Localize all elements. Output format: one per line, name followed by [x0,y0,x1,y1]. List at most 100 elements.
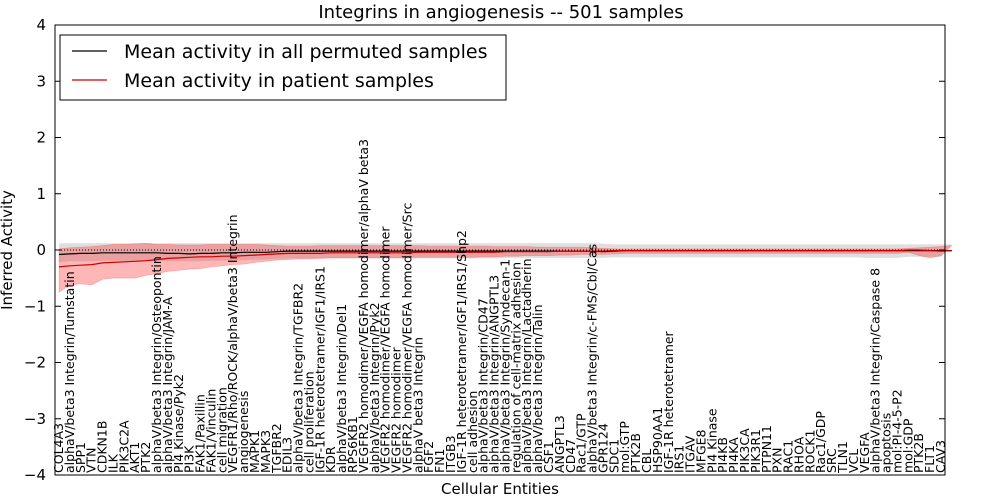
entity-label: alphaV/beta3 Integrin/Tumstatin [62,271,77,473]
entity-label: EDIL3 [280,437,295,473]
entity-label: CD47 [563,439,578,473]
entity-label: alphaV/beta3 Integrin/Osteopontin [149,256,164,473]
y-axis-label: Inferred Activity [0,190,16,310]
entity-label: alphaV beta3 Integrin [410,337,425,473]
legend-label-patient: Mean activity in patient samples [124,70,434,92]
entity-label: MAPK3 [258,430,273,473]
entity-label: mol:GDP [900,418,915,473]
entity-label: PI4KA [726,437,741,473]
legend-label-permuted: Mean activity in all permuted samples [124,41,487,63]
entity-label: VEGFR2 homodimer/VEGFA homodimer [378,226,393,473]
entity-label: VEGFR2 homodimer/VEGFA homodimer/alphaV … [356,139,371,473]
entity-label: PIK3C2A [116,420,131,473]
entity-label: PI4 Kinase/Pyk2 [171,374,186,473]
chart-title: Integrins in angiogenesis -- 501 samples [318,2,683,23]
y-tick-label: 0 [36,241,46,259]
entity-label: IGF-1R heterotetramer [661,330,676,473]
entity-label: PXN [770,448,785,473]
entity-label: RHOA [791,436,806,473]
entity-label: CAV3 [933,440,948,473]
series-line-layer [58,249,952,268]
entity-label: Rac1/GTP [574,413,589,473]
entity-label: PI3K [182,445,197,473]
entity-label: ILK [105,453,120,473]
entity-label: SDC1 [606,439,621,473]
entity-label: PIK3R1 [748,429,763,473]
entity-label: PTK2B [628,433,643,473]
entity-label: alphaV/beta3 Integrin/CD47 [476,298,491,473]
entity-label: alphaV/beta3 Integrin/Talin [530,305,545,474]
y-tick-label: 3 [36,72,46,90]
entity-label: TGFBR2 [269,423,284,474]
entity-label: FAK1/Vinculin [203,389,218,473]
entity-label: PI4 Kinase [704,408,719,473]
entity-label: IGF-1R heterotetramer/IGF1/IRS1/Shp2 [454,230,469,473]
entity-label: regulation of cell-matrix adhesion [508,262,523,473]
entity-label: alphaV/beta3 Integrin/Lactadherin [519,258,534,473]
entity-label: RPS6KB1 [345,416,360,473]
y-tick-label: 4 [36,16,46,34]
entity-label: cell proliferation [301,371,316,473]
patient-mean-line [58,249,952,268]
y-tick-label: −1 [24,297,46,315]
legend-box [59,34,507,101]
entity-label: CBL [639,449,654,473]
entity-label: mol:GTP [617,421,632,473]
entity-label: IGF-1R heterotetramer/IGF1/IRS1 [312,266,327,473]
entity-label: VEGFR2 homodimer/VEGFA homodimer/Src [399,203,414,473]
entity-label: CDKN1B [95,421,110,473]
y-tick-label: 1 [36,185,46,203]
entity-label: AKT1 [127,442,142,473]
y-tick-label: 2 [36,129,46,147]
entity-label: alphaV/beta3 Integrin/Del1 [334,304,349,473]
entity-label: ROCK1 [802,430,817,473]
entity-label: alphaV/beta3 Integrin/JAM-A [160,297,175,473]
entity-label: Rac1/GDP [813,411,828,473]
entity-label: alphaV/beta3 Integrin/c-FMS/Cbl/Cas [585,244,600,473]
entity-label: ITGB3 [443,435,458,473]
entity-label: SPP1 [73,442,88,473]
entity-label: ITGAV [683,435,698,473]
permuted-range-band [59,243,952,263]
entity-label: PTPN11 [759,425,774,473]
entity-label: angiogenesis [236,391,251,473]
y-tick-label: −2 [24,354,46,372]
entity-label: HSP90AA1 [650,407,665,473]
entity-label: VCL [846,449,861,473]
permuted-band-layer [59,243,952,263]
entity-label: MAPK1 [247,430,262,473]
entity-label: PTK2B [911,433,926,473]
entity-label: cell adhesion [465,391,480,473]
x-axis-label: Cellular Entities [441,480,559,498]
entity-label: VEGFR1/Rho/ROCK/alphaV/beta3 Integrin [225,215,240,474]
y-tick-label: −3 [24,410,46,428]
legend: Mean activity in all permuted samples Me… [59,34,507,101]
entity-label: cell migration [214,387,229,473]
entity-label: CSF1 [541,441,556,473]
entity-label: alphaV/beta3 Integrin/TGFBR2 [291,283,306,473]
entity-label: TLN1 [835,441,850,474]
entity-label: SRC [824,448,839,473]
entity-label: PTK2 [138,442,153,473]
y-tick-layer: −4 −3 −2 −1 0 1 2 3 4 [24,16,945,484]
entity-label: PI4KB [715,437,730,473]
entity-label: FLT1 [922,445,937,473]
entity-label: VEGFR2 homodimer [389,346,404,473]
entity-label: PIK3CA [737,428,752,473]
entity-label: mol:PI-4-5-P2 [889,389,904,473]
entity-label: alphaV/beta3 Integrin/Caspase 8 [868,268,883,473]
entity-label: FN1 [432,449,447,474]
entity-label: FAK1/Paxillin [193,394,208,473]
entity-label: RAC1 [781,440,796,473]
entity-label: alphaV/beta3 Integrin/ANGPTL3 [487,275,502,473]
entity-label: apoptosis [879,413,894,473]
entity-label: GPR124 [595,423,610,473]
entity-label: alphaV/beta3 Integrin/Pyk2 [367,302,382,473]
entity-label: VTN [84,447,99,473]
y-tick-label: −4 [24,466,46,484]
entity-label: IRS1 [672,445,687,473]
entity-label: ANGPTL3 [552,415,567,473]
entity-label: KDR [323,446,338,473]
